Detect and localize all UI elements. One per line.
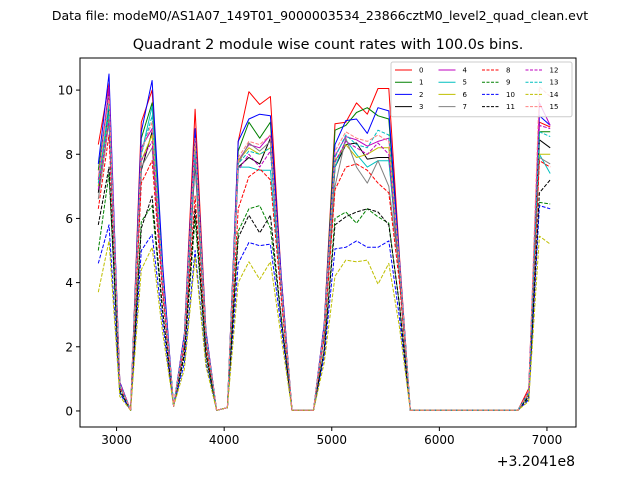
legend-label-7: 7 [463, 103, 467, 111]
legend-label-4: 4 [463, 67, 468, 75]
figure-suptitle: Data file: modeM0/AS1A07_149T01_90000035… [52, 8, 588, 23]
x-tick-label: 5000 [316, 433, 347, 447]
legend-label-15: 15 [550, 103, 559, 111]
legend-label-9: 9 [506, 79, 510, 87]
legend-label-3: 3 [419, 103, 423, 111]
legend-label-0: 0 [419, 67, 423, 75]
legend-box [390, 61, 573, 118]
series-line-15 [97, 86, 551, 411]
y-tick-label: 2 [65, 340, 73, 354]
series-lines [97, 73, 551, 411]
legend-label-14: 14 [550, 91, 559, 99]
x-tick-label: 3000 [101, 433, 132, 447]
series-line-13 [97, 112, 551, 411]
legend-label-1: 1 [419, 79, 423, 87]
y-tick-label: 8 [65, 148, 73, 162]
y-tick-label: 10 [58, 84, 73, 98]
x-tick-label: 7000 [532, 433, 563, 447]
y-tick-label: 4 [65, 276, 73, 290]
plot-area: 3000 4000 5000 6000 700002468100123456789101… [58, 57, 577, 447]
legend-label-6: 6 [463, 91, 468, 99]
y-tick-label: 6 [65, 212, 73, 226]
legend-label-12: 12 [550, 67, 559, 75]
legend-label-5: 5 [463, 79, 467, 87]
legend-label-10: 10 [506, 91, 515, 99]
legend-label-2: 2 [419, 91, 423, 99]
y-tick-label: 0 [65, 404, 73, 418]
x-tick-label: 6000 [424, 433, 455, 447]
chart-title: Quadrant 2 module wise count rates with … [133, 37, 524, 53]
legend-label-11: 11 [506, 103, 515, 111]
x-tick-label: 4000 [209, 433, 240, 447]
legend-label-8: 8 [506, 67, 510, 75]
axes-frame [79, 57, 577, 428]
x-offset-label: +3.2041e8 [497, 454, 575, 470]
legend-label-13: 13 [550, 79, 559, 87]
